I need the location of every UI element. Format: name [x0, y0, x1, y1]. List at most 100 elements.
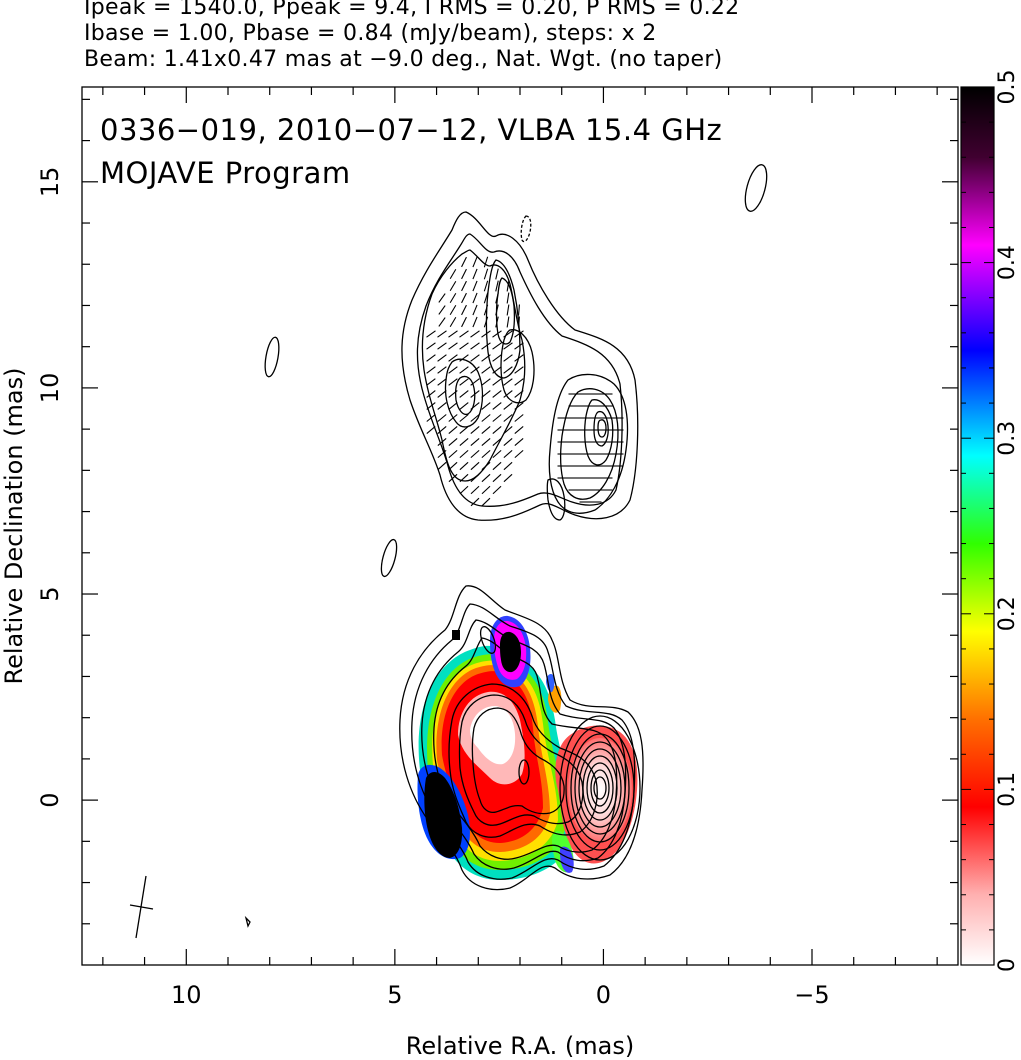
evpa-vector [495, 280, 499, 292]
x-tick-label: −5 [794, 981, 829, 1009]
colorbar-tick-label: 0.3 [995, 421, 1020, 456]
contour-south-6 [458, 694, 584, 826]
evpa-vector [437, 390, 447, 398]
beam-ellipse [129, 875, 154, 939]
evpa-vector [437, 426, 447, 434]
evpa-vector [514, 354, 524, 362]
evpa-vector [448, 449, 458, 459]
evpa-vector [437, 354, 447, 362]
evpa-vector [514, 402, 524, 410]
contour-south-2 [411, 603, 636, 880]
evpa-vector [503, 414, 513, 422]
evpa-vector [461, 304, 467, 316]
evpa-vector [449, 268, 457, 280]
evpa-vector [503, 366, 513, 374]
evpa-vector [459, 438, 469, 446]
evpa-vector [470, 485, 480, 495]
y-tick-label: 0 [36, 792, 64, 807]
evpa-vector [437, 342, 447, 350]
contour-north-4 [485, 259, 521, 379]
colorbar [960, 86, 995, 966]
evpa-vector [470, 342, 480, 350]
evpa-vector [437, 438, 447, 446]
contour-north-8 [500, 329, 535, 404]
evpa-vector [514, 366, 524, 374]
evpa-vector [461, 268, 467, 280]
contour-core-2 [565, 725, 635, 851]
contour-core-6 [582, 755, 618, 821]
axis-ticks [82, 87, 958, 965]
x-tick-label: 0 [596, 981, 611, 1009]
evpa-vector [437, 414, 447, 422]
evpa-vector [470, 414, 480, 422]
evpa-vector [481, 438, 491, 446]
contour-island-sw [244, 915, 251, 928]
evpa-vector [448, 378, 458, 386]
evpa-vector [459, 366, 469, 374]
evpa-vector [470, 390, 480, 398]
evpa-vector [514, 342, 524, 350]
evpa-vector [470, 354, 480, 362]
evpa-vector [481, 354, 491, 362]
contour-core-4 [574, 741, 626, 835]
evpa-vector [459, 342, 469, 350]
contour-south-4 [433, 637, 618, 860]
evpa-vector [461, 292, 467, 304]
y-tick-label: 15 [36, 167, 64, 198]
contour-core-1 [559, 715, 641, 861]
evpa-vector [449, 304, 457, 316]
evpa-vector [483, 256, 489, 268]
evpa-vector [503, 330, 513, 338]
evpa-vector [470, 497, 480, 507]
colorbar-tick-labels: 0 0.1 0.2 0.3 0.4 0.5 [995, 70, 1020, 973]
evpa-vector [470, 378, 480, 386]
evpa-vector [437, 378, 447, 386]
evpa-vector [438, 317, 446, 327]
evpa-vector [426, 390, 436, 398]
evpa-vector [492, 390, 502, 398]
evpa-vector [492, 330, 502, 338]
evpa-vector [492, 414, 502, 422]
evpa-vector [426, 342, 436, 350]
contour-island-mid [380, 538, 398, 578]
evpa-vector [481, 449, 491, 459]
y-tick-label: 5 [36, 586, 64, 601]
evpa-vector [503, 342, 513, 350]
evpa-vector [481, 378, 491, 386]
evpa-vector [483, 280, 489, 292]
evpa-vector [518, 316, 520, 328]
evpa-vector [448, 330, 458, 338]
evpa-vector [437, 330, 447, 338]
contour-south-5 [448, 683, 598, 838]
colorbar-tick-label: 0.1 [995, 772, 1020, 807]
evpa-vector [459, 354, 469, 362]
colorbar-tick-label: 0 [995, 958, 1020, 972]
evpa-vector [514, 414, 524, 422]
header-line-2: Ibase = 1.00, Pbase = 0.84 (mJy/beam), s… [84, 21, 657, 46]
evpa-vector [514, 378, 524, 386]
evpa-vector [472, 304, 478, 316]
evpa-vector [459, 414, 469, 422]
evpa-vector [448, 461, 458, 471]
evpa-vector [449, 280, 457, 292]
polarization-vectors [426, 256, 624, 507]
contour-north-2 [416, 233, 623, 507]
evpa-vector [492, 438, 502, 446]
evpa-vector [492, 485, 502, 495]
colorbar-tick-label: 0.5 [995, 70, 1020, 105]
y-tick-label: 10 [36, 373, 64, 404]
pol-inner-blue [546, 673, 555, 693]
evpa-vector [503, 438, 513, 446]
evpa-vector [459, 402, 469, 410]
evpa-vector [472, 268, 478, 280]
evpa-vector [506, 304, 510, 316]
evpa-vector [461, 256, 467, 268]
evpa-vector [495, 304, 499, 316]
evpa-vector [472, 256, 478, 268]
evpa-vector [459, 461, 469, 471]
evpa-vector [459, 426, 469, 434]
evpa-vector [426, 402, 436, 410]
evpa-vector [503, 426, 513, 434]
evpa-vector [503, 390, 513, 398]
evpa-vector [503, 473, 513, 483]
